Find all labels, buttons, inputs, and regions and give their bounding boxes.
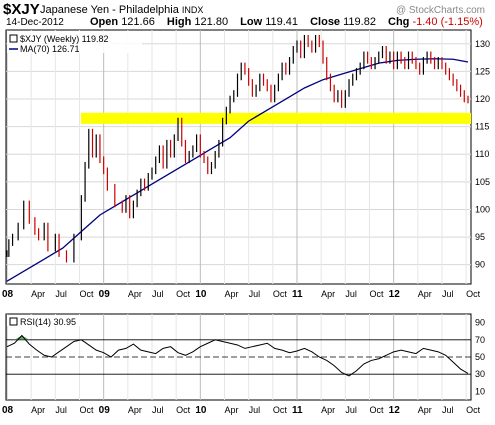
quote-bar: Open 121.66 High 121.80 Low 119.41 Close…: [90, 16, 492, 28]
price-y-tick-label: 90: [475, 260, 485, 270]
price-y-tick-label: 95: [475, 232, 485, 242]
rsi-x-tick-label: 11: [292, 405, 303, 416]
rsi-x-tick-label: 12: [389, 405, 401, 416]
price-x-tick-label: Apr: [418, 289, 432, 299]
price-x-tick-label: 08: [2, 289, 14, 300]
ma-legend-label: MA(70) 126.71: [20, 44, 80, 54]
low-value: 119.41: [265, 16, 299, 28]
price-x-tick-label: Jul: [152, 289, 164, 299]
rsi-line: [6, 334, 469, 377]
price-legend-bg: [7, 31, 142, 53]
price-y-tick-label: 130: [475, 39, 490, 49]
brand-watermark: @ StockCharts.com: [395, 5, 485, 16]
price-legend-label: $XJY (Weekly) 119.82: [20, 34, 109, 44]
change-value: -1.40 (-1.15%): [412, 16, 483, 28]
price-x-tick-label: Oct: [369, 289, 384, 299]
price-x-tick-label: Jul: [442, 289, 454, 299]
price-x-tick-label: Oct: [79, 289, 94, 299]
price-legend-swatch: [9, 34, 18, 43]
change-label: Chg: [388, 16, 410, 28]
price-y-tick-label: 115: [475, 122, 489, 132]
price-x-tick-label: 10: [195, 289, 207, 300]
rsi-x-tick-label: Jul: [55, 405, 67, 415]
open-value: 121.66: [121, 16, 155, 28]
rsi-y-tick-label: 10: [475, 386, 485, 396]
rsi-x-tick-label: Jul: [249, 405, 261, 415]
rsi-x-tick-label: Jul: [152, 405, 164, 415]
rsi-x-tick-label: Oct: [273, 405, 288, 415]
rsi-x-tick-label: Apr: [321, 405, 335, 415]
price-x-tick-label: Apr: [31, 289, 45, 299]
rsi-x-tick-label: Jul: [442, 405, 454, 415]
price-y-tick-label: 125: [475, 66, 490, 76]
high-label: High: [166, 16, 192, 28]
ma-line: [6, 58, 469, 282]
price-x-tick-label: Jul: [345, 289, 357, 299]
rsi-x-tick-label: 09: [99, 405, 111, 416]
price-x-tick-label: Apr: [128, 289, 142, 299]
rsi-x-tick-label: Jul: [345, 405, 357, 415]
price-x-tick-label: Apr: [224, 289, 238, 299]
price-x-tick-label: Jul: [249, 289, 261, 299]
support-band: [81, 112, 471, 124]
price-x-tick-label: 09: [99, 289, 111, 300]
price-y-tick-label: 100: [475, 204, 490, 214]
price-x-tick-label: Apr: [321, 289, 335, 299]
price-y-tick-label: 120: [475, 94, 490, 104]
rsi-x-tick-label: Apr: [128, 405, 142, 415]
rsi-x-tick-label: Apr: [418, 405, 432, 415]
low-label: Low: [240, 16, 263, 28]
rsi-legend-label: RSI(14) 30.95: [20, 317, 76, 327]
price-x-tick-label: Jul: [55, 289, 67, 299]
security-name: Japanese Yen - Philadelphia INDX: [40, 4, 203, 16]
rsi-x-tick-label: 10: [195, 405, 207, 416]
rsi-x-tick-label: 08: [2, 405, 14, 416]
price-x-tick-label: 12: [389, 289, 401, 300]
price-y-tick-label: 110: [475, 149, 489, 159]
rsi-x-tick-label: Oct: [466, 405, 481, 415]
symbol: $XJY: [3, 1, 40, 18]
quote-date: 14-Dec-2012: [6, 17, 64, 28]
exchange-label: INDX: [181, 5, 204, 15]
open-label: Open: [90, 16, 119, 28]
rsi-y-tick-label: 30: [475, 369, 485, 379]
price-x-tick-label: Oct: [466, 289, 481, 299]
price-y-tick-label: 105: [475, 177, 490, 187]
rsi-y-tick-label: 90: [475, 318, 485, 328]
rsi-x-tick-label: Apr: [31, 405, 45, 415]
rsi-legend-bg: [7, 315, 95, 326]
high-value: 121.80: [194, 16, 229, 28]
rsi-x-tick-label: Oct: [79, 405, 94, 415]
price-x-tick-label: Oct: [176, 289, 191, 299]
security-name-text: Japanese Yen - Philadelphia: [40, 4, 179, 16]
rsi-x-tick-label: Oct: [176, 405, 191, 415]
price-x-tick-label: Oct: [273, 289, 288, 299]
close-label: Close: [310, 16, 341, 28]
close-value: 119.82: [343, 16, 376, 28]
rsi-x-tick-label: Apr: [224, 405, 238, 415]
price-panel-frame: [5, 29, 472, 285]
rsi-x-tick-label: Oct: [369, 405, 384, 415]
rsi-legend-swatch: [9, 317, 18, 326]
rsi-y-tick-label: 50: [475, 352, 485, 362]
rsi-y-tick-label: 70: [475, 335, 485, 345]
price-x-tick-label: 11: [292, 289, 303, 300]
